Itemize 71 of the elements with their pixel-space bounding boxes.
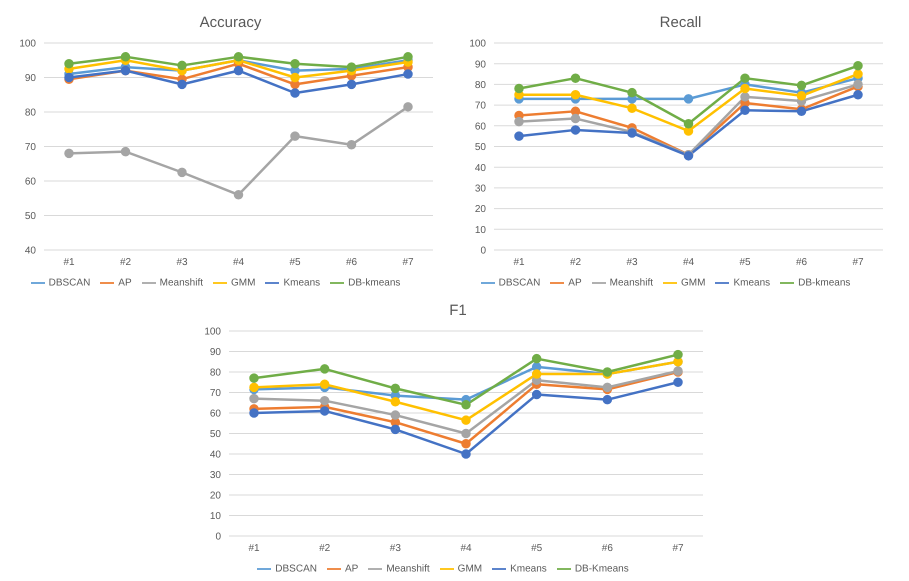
x-tick-label: #3 xyxy=(390,543,402,554)
x-tick-label: #6 xyxy=(796,257,808,268)
x-tick-label: #1 xyxy=(513,257,525,268)
y-tick-label: 60 xyxy=(474,121,486,132)
y-tick-label: 30 xyxy=(474,183,486,194)
y-tick-label: 40 xyxy=(210,450,222,461)
legend-label: Meanshift xyxy=(160,278,203,289)
y-tick-label: 70 xyxy=(210,388,222,400)
y-tick-label: 30 xyxy=(210,470,222,482)
y-tick-label: 10 xyxy=(210,511,222,522)
y-tick-label: 90 xyxy=(474,59,486,70)
y-tick-label: 20 xyxy=(474,204,486,216)
x-tick-label: #4 xyxy=(460,543,472,554)
y-tick-label: 60 xyxy=(210,408,222,420)
y-tick-label: 0 xyxy=(480,246,486,257)
legend-label: DBSCAN xyxy=(275,564,317,575)
chart-title: Recall xyxy=(658,13,702,33)
legend-label: GMM xyxy=(231,278,256,289)
y-tick-label: 100 xyxy=(469,38,486,50)
x-tick-label: #5 xyxy=(289,257,301,268)
y-tick-label: 50 xyxy=(210,429,222,440)
y-tick-label: 10 xyxy=(474,224,486,236)
legend-label: AP xyxy=(118,278,132,289)
x-tick-label: #2 xyxy=(319,543,331,554)
y-tick-label: 50 xyxy=(24,211,36,222)
x-tick-label: #5 xyxy=(531,543,543,554)
y-tick-label: 90 xyxy=(24,73,36,84)
legend-label: DB-kmeans xyxy=(348,278,400,289)
y-tick-label: 70 xyxy=(24,142,36,154)
y-tick-label: 20 xyxy=(210,490,222,502)
x-tick-label: #7 xyxy=(852,257,864,268)
x-tick-label: #6 xyxy=(602,543,614,554)
legend-label: GMM xyxy=(458,564,482,575)
y-tick-label: 40 xyxy=(24,246,36,257)
legend-label: Kmeans xyxy=(733,278,770,289)
x-tick-label: #1 xyxy=(63,257,75,268)
y-tick-label: 70 xyxy=(474,100,486,112)
legend-label: Meanshift xyxy=(386,564,430,575)
y-tick-label: 90 xyxy=(210,347,222,358)
chart-title: F1 xyxy=(448,301,468,321)
legend-label: Kmeans xyxy=(283,278,320,289)
x-tick-label: #4 xyxy=(682,257,694,268)
x-tick-label: #2 xyxy=(570,257,582,268)
y-tick-label: 0 xyxy=(215,532,222,543)
x-tick-label: #2 xyxy=(120,257,132,268)
x-tick-label: #3 xyxy=(626,257,638,268)
chart-title: Accuracy xyxy=(198,13,262,33)
legend-label: GMM xyxy=(681,278,706,289)
y-tick-label: 60 xyxy=(24,176,36,188)
legend-label: AP xyxy=(568,278,582,289)
x-tick-label: #7 xyxy=(672,543,684,554)
y-tick-label: 100 xyxy=(19,38,36,50)
y-tick-label: 100 xyxy=(204,326,222,338)
legend-label: DB-kmeans xyxy=(798,278,850,289)
y-tick-label: 80 xyxy=(210,368,222,379)
legend-label: Meanshift xyxy=(610,278,653,289)
legend-label: DBSCAN xyxy=(48,278,90,289)
legend-label: AP xyxy=(344,564,358,575)
x-tick-label: #3 xyxy=(176,257,188,268)
y-tick-label: 80 xyxy=(474,80,486,91)
x-tick-label: #4 xyxy=(232,257,244,268)
legend-label: DBSCAN xyxy=(498,278,540,289)
y-tick-label: 80 xyxy=(24,108,36,119)
y-tick-label: 40 xyxy=(474,162,486,174)
legend-label: DB-Kmeans xyxy=(574,564,629,575)
x-tick-label: #7 xyxy=(402,257,414,268)
y-tick-label: 50 xyxy=(474,142,486,154)
legend-label: Kmeans xyxy=(510,564,547,575)
x-tick-label: #1 xyxy=(248,543,260,554)
x-tick-label: #5 xyxy=(739,257,751,268)
x-tick-label: #6 xyxy=(346,257,358,268)
